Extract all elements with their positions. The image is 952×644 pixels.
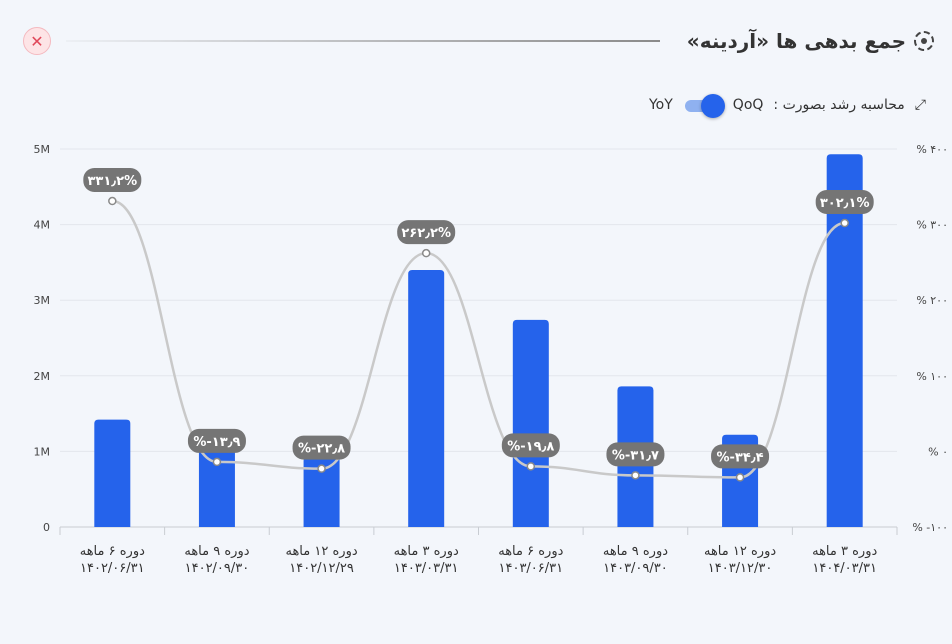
y-right-tick-label: % ۱۰۰ — [916, 370, 948, 383]
bar — [512, 319, 549, 527]
growth-point — [735, 473, 745, 482]
growth-label: %-۱۹٫۸ — [501, 433, 560, 458]
page-title: جمع بدهی ها «آردینه» — [686, 29, 906, 53]
growth-label-bg — [292, 435, 351, 460]
growth-point — [421, 248, 431, 258]
growth-label-bg — [711, 444, 770, 469]
y-left-tick-label: 5M — [34, 143, 51, 156]
growth-label-text: ۲۶۲٫۲% — [401, 226, 451, 241]
growth-label: %-۱۳٫۹ — [187, 428, 246, 453]
growth-label: %-۲۲٫۸ — [292, 435, 351, 460]
growth-label: ۳۳۱٫۲% — [83, 168, 142, 193]
growth-label-text: %-۳۱٫۷ — [612, 448, 659, 463]
growth-point — [631, 471, 640, 480]
y-right-tick-label: % ۲۰۰ — [916, 294, 948, 307]
bar — [408, 269, 445, 527]
x-category-date: ۱۴۰۲/۰۹/۳۰ — [185, 561, 250, 576]
growth-label: %-۳۴٫۴ — [711, 444, 770, 469]
growth-point — [212, 457, 222, 467]
growth-label-text: %-۱۳٫۹ — [193, 435, 240, 450]
x-category-label: دوره ۶ ماهه — [80, 544, 145, 559]
x-category-date: ۱۴۰۳/۱۲/۳۰ — [708, 561, 773, 576]
growth-label: %-۳۱٫۷ — [606, 442, 665, 467]
growth-label-text: %-۳۴٫۴ — [717, 450, 764, 465]
x-category-label: دوره ۳ ماهه — [812, 544, 877, 559]
trend-icon: ⤢ — [914, 97, 926, 113]
growth-label-bg — [815, 190, 874, 215]
growth-label-text: %-۱۹٫۸ — [507, 439, 554, 454]
close-button[interactable]: ✕ — [23, 27, 51, 55]
growth-point — [317, 464, 326, 473]
growth-mode-row: ⤢ محاسبه رشد بصورت : QoQ YoY — [649, 92, 926, 118]
qoq-label[interactable]: QoQ — [732, 97, 764, 113]
growth-point — [526, 462, 536, 471]
y-right-tick-label: % ۰ — [928, 445, 948, 458]
growth-mode-label: محاسبه رشد بصورت : — [773, 97, 905, 113]
title-divider — [66, 40, 660, 42]
x-category-date: ۱۴۰۲/۰۶/۳۱ — [80, 561, 145, 576]
chart-header: جمع بدهی ها «آردینه» — [687, 26, 934, 56]
x-category-date: ۱۴۰۲/۱۲/۲۹ — [289, 561, 354, 576]
bar — [94, 419, 131, 527]
yoy-label[interactable]: YoY — [648, 97, 673, 113]
growth-label-text: %-۲۲٫۸ — [298, 442, 345, 457]
x-category-label: دوره ۹ ماهه — [603, 544, 668, 559]
growth-point — [108, 196, 117, 206]
growth-mode-toggle[interactable] — [683, 94, 725, 118]
toggle-knob — [700, 94, 725, 118]
bar — [198, 443, 235, 527]
x-category-label: دوره ۱۲ ماهه — [704, 544, 776, 559]
y-left-tick-label: 1M — [34, 445, 51, 458]
growth-label-bg — [606, 442, 665, 467]
y-right-tick-label: % -۱۰۰ — [912, 521, 948, 534]
growth-label-bg — [187, 428, 246, 453]
bar — [303, 456, 340, 527]
x-category-label: دوره ۱۲ ماهه — [285, 544, 357, 559]
x-category-date: ۱۴۰۴/۰۳/۳۱ — [812, 561, 877, 576]
close-icon: ✕ — [30, 31, 44, 51]
x-category-label: دوره ۳ ماهه — [394, 544, 459, 559]
x-category-label: دوره ۹ ماهه — [184, 544, 249, 559]
bar — [826, 154, 863, 528]
y-right-tick-label: % ۴۰۰ — [916, 143, 948, 156]
dotted-circle-icon — [914, 31, 934, 51]
growth-label: ۲۶۲٫۲% — [397, 220, 456, 245]
growth-point — [840, 218, 849, 228]
y-left-tick-label: 0 — [43, 521, 50, 534]
y-left-tick-label: 2M — [34, 370, 51, 383]
y-right-tick-label: % ۳۰۰ — [916, 219, 948, 232]
growth-label-bg — [501, 433, 560, 458]
growth-label: ۳۰۲٫۱% — [815, 190, 874, 215]
growth-label-bg — [83, 168, 142, 193]
x-category-date: ۱۴۰۳/۰۹/۳۰ — [603, 561, 668, 576]
growth-label-text: ۳۰۲٫۱% — [820, 196, 870, 211]
x-category-date: ۱۴۰۳/۰۶/۳۱ — [499, 561, 564, 576]
y-left-tick-label: 3M — [34, 294, 51, 307]
growth-label-text: ۳۳۱٫۲% — [87, 174, 137, 189]
x-category-date: ۱۴۰۳/۰۳/۳۱ — [394, 561, 459, 576]
x-category-label: دوره ۶ ماهه — [498, 544, 563, 559]
y-left-tick-label: 4M — [34, 219, 51, 232]
growth-label-bg — [397, 220, 456, 245]
